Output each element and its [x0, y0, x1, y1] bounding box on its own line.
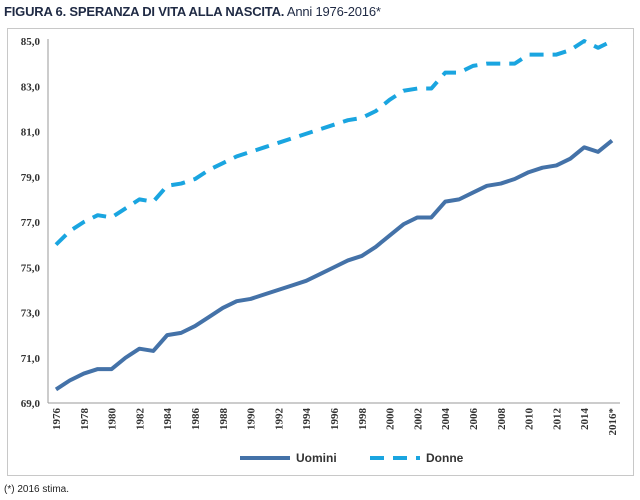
x-tick-label: 1984: [162, 408, 174, 431]
x-tick-label: 1976: [51, 408, 63, 431]
x-tick-label: 2008: [496, 408, 508, 431]
y-tick-label: 85,0: [21, 36, 41, 48]
footnote: (*) 2016 stima.: [4, 484, 70, 495]
x-tick-label: 1992: [273, 408, 285, 431]
x-tick-label: 1988: [218, 408, 230, 431]
chart-frame: [7, 28, 634, 476]
y-tick-label: 77,0: [21, 217, 41, 229]
x-tick-label: 2016*: [607, 408, 619, 436]
x-tick-label: 1986: [190, 408, 202, 431]
x-tick-label: 2004: [440, 408, 452, 431]
x-tick-label: 1982: [134, 408, 146, 431]
legend-label-uomini: Uomini: [296, 451, 337, 465]
series-line-donne: [54, 39, 613, 247]
title-bold: FIGURA 6. SPERANZA DI VITA ALLA NASCITA.: [4, 4, 285, 19]
x-tick-label: 1996: [329, 408, 341, 431]
y-tick-label: 81,0: [21, 127, 41, 139]
x-tick-label: 2002: [412, 408, 424, 431]
y-tick-label: 75,0: [21, 262, 41, 274]
y-tick-label: 73,0: [21, 308, 41, 320]
x-tick-label: 1998: [357, 408, 369, 431]
title-years: Anni 1976-2016*: [284, 4, 381, 19]
x-tick-label: 1994: [301, 408, 313, 431]
y-tick-label: 69,0: [21, 398, 41, 410]
x-tick-label: 1990: [246, 408, 258, 431]
x-tick-label: 2014: [579, 408, 591, 431]
x-tick-label: 2006: [468, 408, 480, 431]
chart-title: FIGURA 6. SPERANZA DI VITA ALLA NASCITA.…: [4, 4, 381, 19]
x-tick-label: 2012: [551, 408, 563, 431]
x-tick-label: 2010: [524, 408, 536, 431]
legend-label-donne: Donne: [426, 451, 464, 465]
x-tick-label: 1980: [107, 408, 119, 431]
y-tick-label: 83,0: [21, 81, 41, 93]
x-tick-label: 2000: [385, 408, 397, 431]
series-line-uomini: [54, 138, 614, 392]
x-tick-label: 1978: [79, 408, 91, 431]
y-tick-label: 71,0: [21, 353, 41, 365]
y-tick-label: 79,0: [21, 172, 41, 184]
